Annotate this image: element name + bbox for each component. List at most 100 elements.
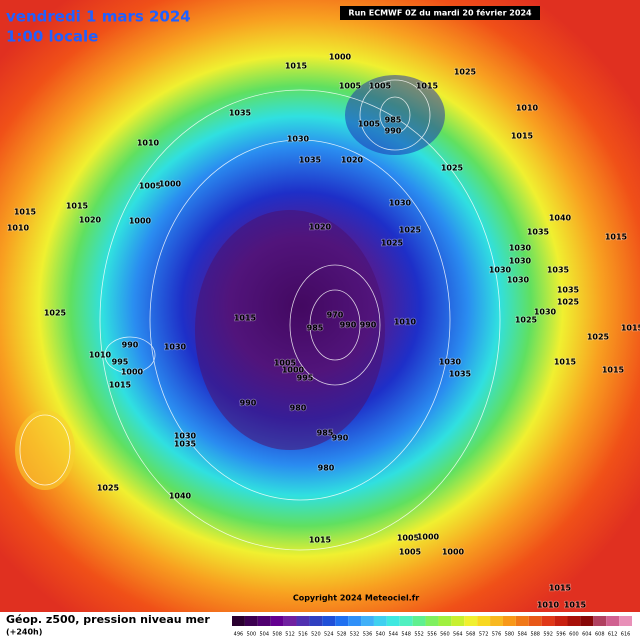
isobar-label: 1000 (282, 366, 305, 375)
isobar-label: 1005 (339, 82, 362, 91)
scale-swatch (270, 616, 284, 626)
isobar-label: 1010 (7, 224, 30, 233)
caption: Géop. z500, pression niveau mer (6, 613, 210, 626)
isobar-label: 1025 (97, 484, 120, 493)
scale-swatch (451, 616, 465, 626)
isobar-label: 1000 (121, 368, 144, 377)
isobar-label: 1040 (169, 492, 192, 501)
scale-label: 576 (492, 632, 502, 638)
isobar-label: 1035 (527, 228, 550, 237)
isobar-label: 995 (297, 374, 314, 383)
low-core (345, 75, 445, 155)
isobar-label: 1025 (441, 164, 464, 173)
run-info: Run ECMWF 0Z du mardi 20 février 2024 (348, 8, 532, 18)
scale-label: 608 (595, 632, 605, 638)
isobar-label: 1030 (489, 266, 512, 275)
scale-label: 520 (311, 632, 321, 638)
scale-label: 536 (363, 632, 373, 638)
isobar-label: 980 (290, 404, 307, 413)
isobar-label: 1025 (557, 298, 580, 307)
isobar-label: 1035 (229, 109, 252, 118)
scale-label: 544 (389, 632, 399, 638)
isobar-label: 1015 (416, 82, 439, 91)
isobar-label: 1005 (397, 534, 420, 543)
scale-swatch (232, 616, 245, 626)
scale-swatch (348, 616, 362, 626)
isobar-label: 1020 (341, 156, 364, 165)
scale-label: 580 (505, 632, 515, 638)
scale-swatch (619, 616, 632, 626)
isobar-label: 1040 (549, 214, 572, 223)
scale-swatch (335, 616, 349, 626)
isobar-label: 990 (240, 399, 257, 408)
isobar-label: 1030 (439, 358, 462, 367)
scale-label: 552 (414, 632, 424, 638)
scale-swatch (515, 616, 529, 626)
isobar-label: 1035 (299, 156, 322, 165)
copyright: Copyright 2024 Meteociel.fr (293, 594, 419, 603)
isobar-label: 1000 (129, 217, 152, 226)
scale-swatch (580, 616, 594, 626)
isobar-label: 995 (112, 358, 129, 367)
scale-swatch (567, 616, 581, 626)
isobar-label: 1010 (516, 104, 539, 113)
isobar-label: 1025 (515, 316, 538, 325)
isobar-label: 1000 (329, 53, 352, 62)
scale-label: 604 (582, 632, 592, 638)
isobar-label: 1000 (159, 180, 182, 189)
isobar-label: 1010 (537, 601, 560, 610)
isobar-label: 1015 (14, 208, 37, 217)
scale-swatch (528, 616, 542, 626)
scale-label: 512 (285, 632, 295, 638)
scale-swatch (244, 616, 258, 626)
isobar-label: 1030 (287, 135, 310, 144)
isobar-label: 1030 (389, 199, 412, 208)
isobar-label: 990 (340, 321, 357, 330)
scale-label: 592 (543, 632, 553, 638)
scale-label: 496 (234, 632, 244, 638)
scale-swatch (386, 616, 400, 626)
scale-label: 540 (376, 632, 386, 638)
scale-swatch (438, 616, 452, 626)
isobar-label: 1010 (137, 139, 160, 148)
isobar-label: 1015 (605, 233, 628, 242)
isobar-label: 985 (385, 116, 402, 125)
scale-swatch (490, 616, 503, 626)
isobar-label: 990 (385, 127, 402, 136)
scale-swatch (296, 616, 310, 626)
scale-label: 548 (401, 632, 411, 638)
scale-swatch (322, 616, 336, 626)
isobar-label: 1025 (399, 226, 422, 235)
isobar-label: 1015 (564, 601, 587, 610)
scale-label: 572 (479, 632, 489, 638)
scale-swatch (502, 616, 516, 626)
isobar-label: 1030 (164, 343, 187, 352)
isobar-label: 1030 (509, 257, 532, 266)
scale-swatch (309, 616, 323, 626)
isobar-label: 990 (332, 434, 349, 443)
isobar-label: 1035 (547, 266, 570, 275)
isobar-label: 1035 (174, 440, 197, 449)
isobar-label: 1025 (381, 239, 404, 248)
map-subtitle: 1:00 locale (6, 28, 98, 46)
scale-label: 568 (466, 632, 476, 638)
isobar-label: 985 (317, 429, 334, 438)
scale-label: 584 (518, 632, 528, 638)
scale-swatch (477, 616, 491, 626)
isobar-label: 1005 (369, 82, 392, 91)
scale-label: 532 (350, 632, 360, 638)
isobar-label: 1005 (399, 548, 422, 557)
isobar-label: 1015 (109, 381, 132, 390)
scale-label: 516 (298, 632, 308, 638)
scale-swatch (257, 616, 271, 626)
isobar-label: 1030 (509, 244, 532, 253)
isobar-label: 1025 (44, 309, 67, 318)
isobar-label: 1000 (417, 533, 440, 542)
scale-label: 588 (530, 632, 540, 638)
isobar-label: 1015 (511, 132, 534, 141)
scale-swatch (361, 616, 374, 626)
isobar-label: 1035 (557, 286, 580, 295)
scale-swatch (283, 616, 297, 626)
